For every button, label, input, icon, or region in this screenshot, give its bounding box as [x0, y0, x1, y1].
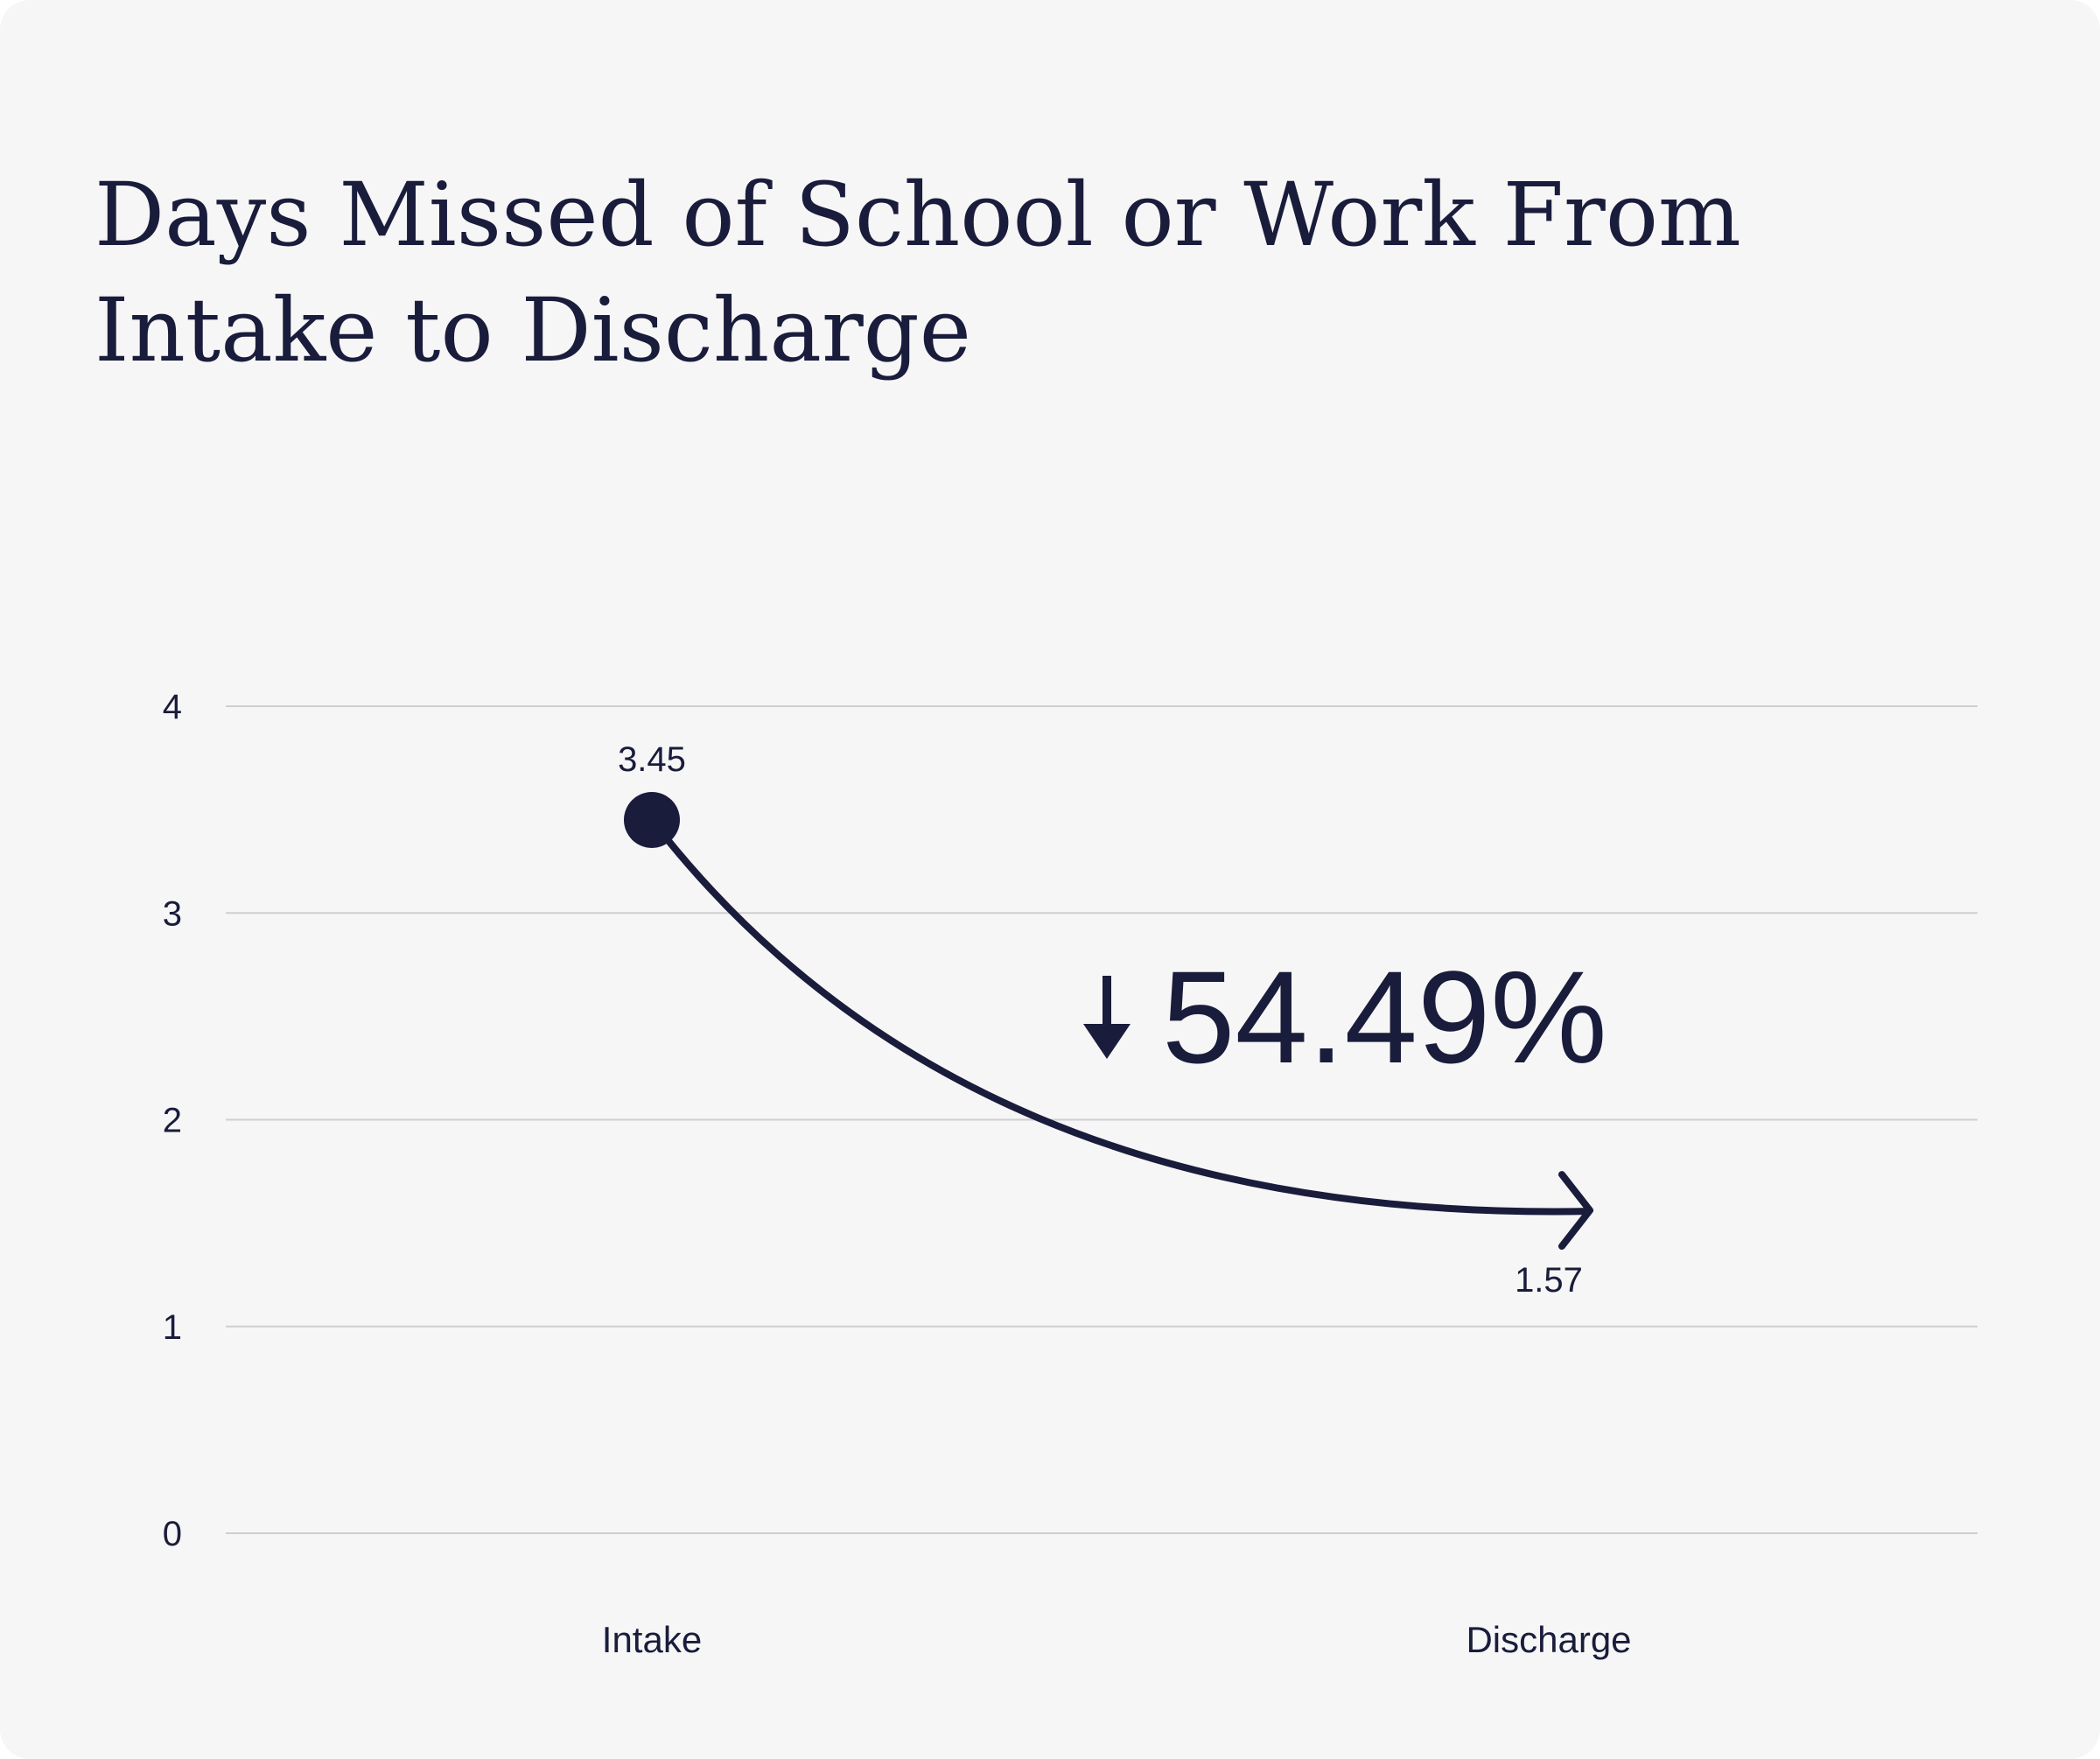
- data-label-intake: 3.45: [618, 740, 686, 779]
- arrowhead-icon: [1558, 1171, 1593, 1251]
- series-line: [624, 791, 1593, 1251]
- y-tick-label: 1: [163, 1308, 182, 1347]
- change-annotation: 54.49%: [1083, 943, 1607, 1090]
- x-category-label: Intake: [602, 1619, 702, 1660]
- percent-change-label: 54.49%: [1162, 943, 1607, 1090]
- y-tick-label: 2: [163, 1102, 182, 1140]
- y-tick-label: 3: [163, 894, 182, 933]
- x-category-label: Discharge: [1466, 1619, 1631, 1660]
- chart-title-line-1: Days Missed of School or Work From: [94, 164, 1741, 266]
- data-labels: 3.45 1.57: [618, 740, 1583, 1300]
- data-label-discharge: 1.57: [1515, 1261, 1583, 1300]
- intake-point: [624, 791, 680, 848]
- y-tick-label: 4: [163, 688, 182, 726]
- down-arrow-icon: [1083, 976, 1130, 1059]
- y-axis-ticks: 0 1 2 3 4: [163, 688, 182, 1553]
- y-tick-label: 0: [163, 1515, 182, 1553]
- chart-title: Days Missed of School or Work From Intak…: [94, 158, 1757, 389]
- chart-title-line-2: Intake to Discharge: [94, 279, 971, 382]
- series-curve: [648, 816, 1592, 1216]
- gridlines: [226, 705, 1978, 1534]
- x-axis-categories: Intake Discharge: [602, 1619, 1632, 1660]
